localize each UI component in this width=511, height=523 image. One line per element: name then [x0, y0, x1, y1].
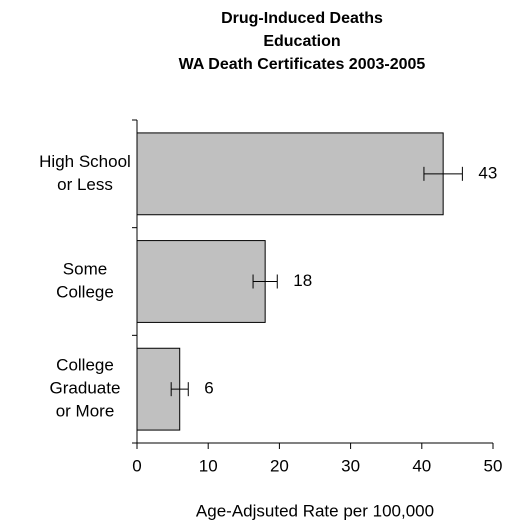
chart-title: Education — [263, 33, 340, 50]
x-tick-label: 50 — [484, 456, 503, 475]
y-tick-label: College — [56, 356, 114, 375]
x-axis-label: Age-Adjsuted Rate per 100,000 — [196, 501, 434, 520]
chart-title: WA Death Certificates 2003-2005 — [179, 56, 426, 73]
y-tick-label: or More — [56, 402, 115, 421]
data-label: 43 — [478, 163, 497, 182]
x-tick-label: 40 — [412, 456, 431, 475]
x-tick-label: 30 — [341, 456, 360, 475]
data-label: 18 — [293, 271, 312, 290]
y-tick-label: College — [56, 282, 114, 301]
y-tick-label: Graduate — [50, 379, 121, 398]
x-tick-label: 10 — [199, 456, 218, 475]
bar — [136, 132, 444, 216]
y-tick-label: or Less — [57, 175, 113, 194]
y-tick-label: High School — [39, 152, 131, 171]
error-bar — [423, 166, 463, 181]
data-label: 6 — [204, 379, 213, 398]
y-tick-label: Some — [63, 259, 107, 278]
chart-title: Drug-Induced Deaths — [221, 10, 383, 27]
error-bar — [252, 274, 278, 289]
x-tick-label: 0 — [132, 456, 141, 475]
x-tick-label: 20 — [270, 456, 289, 475]
bar — [136, 240, 266, 323]
error-bar — [170, 382, 189, 397]
